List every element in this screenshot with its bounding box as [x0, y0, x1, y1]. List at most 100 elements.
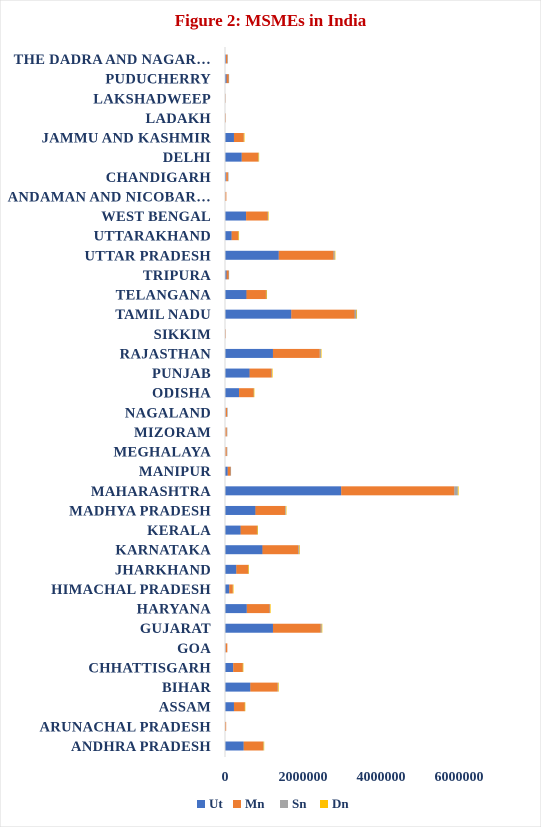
bar-segment-dn [266, 290, 268, 300]
category-label: MADHYA PRADESH [69, 503, 211, 519]
legend-swatch-dn [320, 800, 328, 808]
bar-segment-sn [263, 741, 264, 751]
category-label: HARYANA [137, 602, 212, 618]
category-label: SIKKIM [154, 327, 211, 343]
bar-segment-dn [272, 368, 273, 378]
bar-segment-ut [225, 368, 250, 378]
legend-label: Dn [332, 796, 349, 811]
bar-segment-dn [258, 152, 260, 162]
legend-label: Ut [209, 796, 223, 811]
category-label: NAGALAND [125, 405, 211, 421]
category-label: ODISHA [152, 386, 211, 402]
category-label: CHANDIGARH [106, 170, 212, 186]
category-label: UTTARAKHAND [94, 229, 211, 245]
bar-segment-dn [457, 486, 459, 496]
bar-segment-sn [269, 604, 271, 614]
bar-segment-mn [225, 721, 227, 731]
category-label: WEST BENGAL [101, 209, 211, 225]
bar-segment-sn [228, 74, 230, 84]
bar-segment-mn [278, 250, 334, 260]
category-label: LADAKH [146, 111, 212, 127]
bar-segment-sn [454, 486, 458, 496]
bar-segment-mn [249, 368, 272, 378]
bar-segment-sn [230, 466, 232, 476]
bar-segment-mn [250, 682, 278, 692]
category-label: KERALA [147, 523, 211, 539]
bar-segment-ut [225, 388, 240, 398]
bar-segment-mn [225, 191, 227, 201]
bar-segment-ut [225, 270, 227, 280]
category-label: MIZORAM [134, 425, 211, 441]
legend-swatch-ut [197, 800, 205, 808]
bar-segment-sn [271, 368, 273, 378]
bar-segment-ut [225, 545, 263, 555]
bar-segment-sn [354, 309, 357, 319]
bar-segment-dn [278, 682, 279, 692]
bar-segment-mn [226, 270, 229, 280]
bar-segment-dn [244, 702, 246, 712]
bar-segment-ut [225, 564, 237, 574]
x-tick-label: 6000000 [435, 770, 484, 785]
bar-segment-sn [253, 388, 255, 398]
bar-segment-sn [319, 348, 321, 358]
bar-segment-dn [263, 741, 265, 751]
bar-segment-mn [233, 133, 244, 143]
bar-segment-ut [225, 152, 242, 162]
bar-segment-mn [225, 54, 228, 64]
bar-segment-mn [246, 211, 268, 221]
category-label: RAJASTHAN [120, 346, 212, 362]
bar-segment-mn [226, 172, 228, 182]
bar-segment-ut [225, 74, 227, 84]
category-label: LAKSHADWEEP [93, 91, 211, 107]
category-label: ANDAMAN AND NICOBAR… [8, 189, 211, 205]
bar-segment-mn [229, 584, 233, 594]
category-label: JAMMU AND KASHMIR [42, 131, 212, 147]
bar-segment-mn [246, 290, 266, 300]
bar-segment-ut [225, 133, 234, 143]
bar-segment-mn [225, 447, 227, 457]
category-label: CHHATTISGARH [88, 660, 211, 676]
bar-segment-dn [242, 662, 244, 672]
bar-segment-ut [225, 309, 292, 319]
bar-segment-mn [231, 231, 239, 241]
bar-segment-sn [228, 270, 230, 280]
bar-segment-dn [238, 231, 240, 241]
bar-segment-ut [225, 348, 273, 358]
bar-segment-sn [256, 525, 258, 535]
bar-segment-sn [267, 211, 269, 221]
bar-segment-dn [253, 388, 255, 398]
x-tick-label: 2000000 [279, 770, 328, 785]
bar-segment-ut [225, 702, 234, 712]
bar-segment-ut [225, 250, 279, 260]
bar-segment-mn [241, 152, 259, 162]
bar-segment-ut [225, 505, 256, 515]
x-tick-label: 4000000 [357, 770, 406, 785]
bar-segment-mn [225, 427, 227, 437]
bar-segment-ut [225, 211, 247, 221]
x-tick-label: 0 [222, 770, 229, 785]
bar-segment-sn [320, 623, 322, 633]
legend-label: Mn [245, 796, 265, 811]
bar-segment-dn [334, 250, 336, 260]
bar-segment-dn [320, 348, 322, 358]
bar-segment-ut [225, 741, 244, 751]
bar-segment-dn [356, 309, 358, 319]
category-label: ASSAM [159, 700, 211, 716]
category-label: PUNJAB [152, 366, 211, 382]
bar-segment-dn [268, 211, 269, 221]
category-label: THE DADRA AND NAGAR… [14, 52, 211, 68]
bar-segment-sn [226, 427, 228, 437]
bar-segment-mn [272, 348, 320, 358]
bar-segment-ut [225, 172, 227, 182]
bar-segment-sn [258, 152, 259, 162]
category-label: MAHARASHTRA [91, 484, 211, 500]
bar-segment-mn [262, 545, 299, 555]
bar-segment-ut [225, 290, 247, 300]
legend: Ut Mn Sn Dn [197, 796, 349, 811]
chart-title: Figure 2: MSMEs in India [175, 11, 367, 30]
bar-segment-sn [227, 172, 229, 182]
category-label: BIHAR [162, 680, 211, 696]
bar-segment-sn [227, 407, 228, 417]
